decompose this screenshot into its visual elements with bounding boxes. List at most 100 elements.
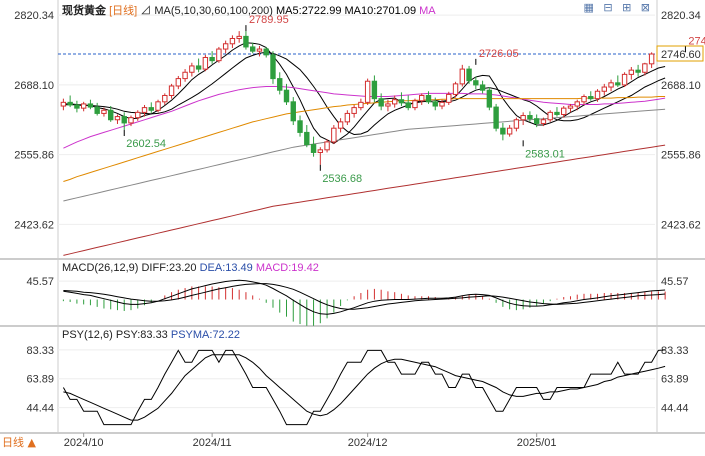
candle-body (439, 101, 445, 107)
candle-body (452, 83, 459, 95)
annotation-label: 2749.78 (688, 35, 705, 47)
annotation-label: 2789.95 (249, 14, 289, 26)
candle-body (581, 96, 587, 103)
psyma-value: PSYMA:72.22 (170, 329, 240, 341)
candle-body (371, 80, 378, 100)
candle-body (216, 48, 222, 62)
annotation-label: 2583.01 (525, 148, 565, 160)
price-tick-right: 2555.86 (661, 150, 701, 162)
candle-body (459, 68, 465, 85)
candle-body (473, 80, 479, 86)
ma-line-ma5 (63, 42, 666, 145)
price-header: 现货黄金 [日线] ⊿ MA(5,10,30,60,100,200) MA5:2… (62, 2, 436, 18)
candle-body (513, 119, 520, 129)
macd-dea-line (63, 283, 666, 310)
candle-body (405, 102, 411, 109)
candle-body (236, 35, 242, 39)
price-tick-right: 2820.34 (661, 10, 701, 22)
psy-tick-right: 44.44 (661, 403, 689, 415)
psy-tick-left: 63.89 (26, 374, 54, 386)
candle-body (60, 101, 67, 107)
candle-body (202, 56, 209, 70)
macd-header: MACD(26,12,9) DIFF:23.20 DEA:13.49 MACD:… (62, 262, 319, 274)
price-tick-left: 2555.86 (14, 150, 54, 162)
psy-tick-right: 63.89 (661, 374, 689, 386)
candle-body (189, 65, 195, 73)
candle-body (304, 131, 310, 146)
candle-body (155, 101, 161, 111)
plus-icon[interactable]: ⊞ (622, 1, 632, 14)
psy-value: PSY:83.33 (115, 329, 168, 341)
psy-tick-right: 83.33 (661, 345, 689, 357)
candle-body (358, 101, 364, 109)
candle-body (250, 46, 256, 52)
candle-body (621, 73, 628, 86)
current-price-label: 2746.60 (661, 49, 701, 61)
psy-line (62, 349, 666, 426)
expand-icon[interactable]: ⊠ (640, 1, 650, 14)
candle-body (148, 107, 154, 111)
candle-body (608, 82, 614, 88)
candle-body (74, 104, 80, 109)
grid-icon[interactable]: ▦ (583, 1, 594, 14)
candle-body (222, 43, 229, 50)
ma-more: MA (419, 5, 436, 17)
candle-body (310, 144, 317, 153)
candle-body (141, 107, 148, 113)
candle-body (385, 103, 391, 107)
psy-tick-left: 83.33 (26, 345, 54, 357)
candle-body (547, 111, 553, 121)
candle-body (378, 98, 384, 107)
candle-body (101, 109, 107, 114)
macd-diff-line (63, 279, 666, 315)
candle-body (243, 35, 249, 48)
period-selector[interactable]: 日线 ▲ (2, 436, 36, 449)
minus-icon[interactable]: ⊟ (603, 1, 613, 14)
macd-dea-value: DEA:13.49 (199, 262, 253, 274)
candle-body (344, 112, 351, 123)
candle-body (479, 84, 486, 91)
psyma-line (63, 354, 666, 421)
candle-body (574, 101, 580, 107)
candle-body (256, 48, 263, 52)
ma-line-ma30 (63, 86, 666, 149)
candle-body (594, 90, 601, 100)
candle-body (364, 80, 371, 103)
candle-body (628, 69, 635, 75)
x-tick-label: 2024/12 (348, 437, 388, 449)
x-tick-label: 2024/11 (193, 437, 232, 449)
ma-line-ma100 (63, 108, 666, 202)
ma-params: MA(5,10,30,60,100,200) (154, 5, 273, 17)
psy-params: PSY(12,6) (62, 329, 113, 341)
candle-body (648, 53, 655, 65)
price-tick-left: 2423.62 (14, 219, 54, 231)
candle-body (540, 119, 547, 124)
ma-line-ma200 (63, 144, 666, 256)
candle-body (493, 106, 499, 129)
macd-diff-value: DIFF:23.20 (141, 262, 197, 274)
candle-body (642, 63, 648, 73)
candle-body (446, 93, 452, 103)
candle-body (486, 89, 493, 108)
candle-body (567, 105, 574, 109)
candle-body (135, 111, 141, 119)
candle-body (561, 107, 567, 115)
candle-body (121, 116, 127, 124)
price-tick-left: 2688.10 (14, 80, 54, 92)
candle-body (283, 89, 290, 103)
annotation-label: 2726.05 (479, 48, 519, 60)
chart-type-icon[interactable]: ⊿ (140, 5, 152, 17)
candle-body (290, 101, 296, 122)
candle-body (635, 69, 641, 73)
candle-body (317, 149, 324, 153)
annotation-label: 2602.54 (126, 138, 166, 150)
candle-body (500, 127, 506, 135)
macd-tick-left: 45.57 (26, 276, 54, 288)
candle-body (277, 78, 283, 91)
x-tick-label: 2024/10 (64, 437, 104, 449)
period-label[interactable]: [日线] (109, 5, 138, 17)
candle-body (351, 107, 357, 114)
candle-body (337, 121, 344, 129)
